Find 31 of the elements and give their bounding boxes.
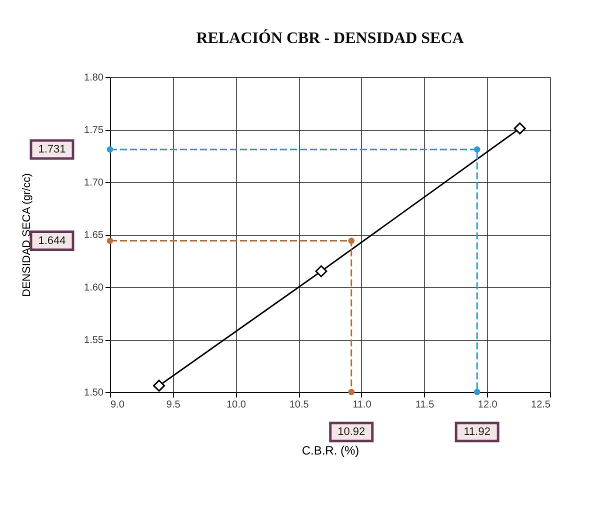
x-tick-label: 9.5 (166, 400, 181, 410)
y-tick-label: 1.50 (84, 388, 104, 398)
text: 1.731 (38, 143, 66, 156)
x-tick-label: 10.5 (289, 400, 310, 410)
x-tick-label: 11.0 (352, 400, 372, 410)
point (106, 146, 114, 153)
x-tick-label: 9.0 (110, 400, 125, 410)
point (514, 122, 526, 134)
point (348, 388, 355, 396)
x-tick-label: 10.0 (226, 400, 246, 410)
point (474, 388, 480, 396)
y-tick-label: 1.60 (84, 282, 104, 294)
x-axis-title: C.B.R. (%) (302, 444, 360, 458)
y-tick-label: 1.65 (84, 230, 104, 241)
text: 11.92 (464, 426, 490, 438)
text: 1.644 (38, 234, 66, 247)
x-tick-label: 12.0 (478, 400, 498, 410)
y-tick-label: 1.55 (84, 335, 104, 346)
y-tick-label: 1.80 (84, 72, 104, 84)
y-tick-label: 1.70 (84, 178, 104, 188)
x-tick-label: 11.5 (415, 400, 435, 410)
text: 10.92 (338, 426, 366, 438)
point (106, 238, 114, 244)
y-tick-label: 1.75 (84, 125, 104, 136)
point (315, 265, 328, 278)
chart-title: RELACIÓN CBR - DENSIDAD SECA (196, 29, 464, 47)
point (474, 146, 480, 153)
point (153, 380, 166, 392)
y-axis-title: DENSIDAD SECA (gr/cc) (21, 173, 34, 297)
point (348, 238, 355, 244)
x-tick-label: 12.5 (531, 400, 551, 410)
